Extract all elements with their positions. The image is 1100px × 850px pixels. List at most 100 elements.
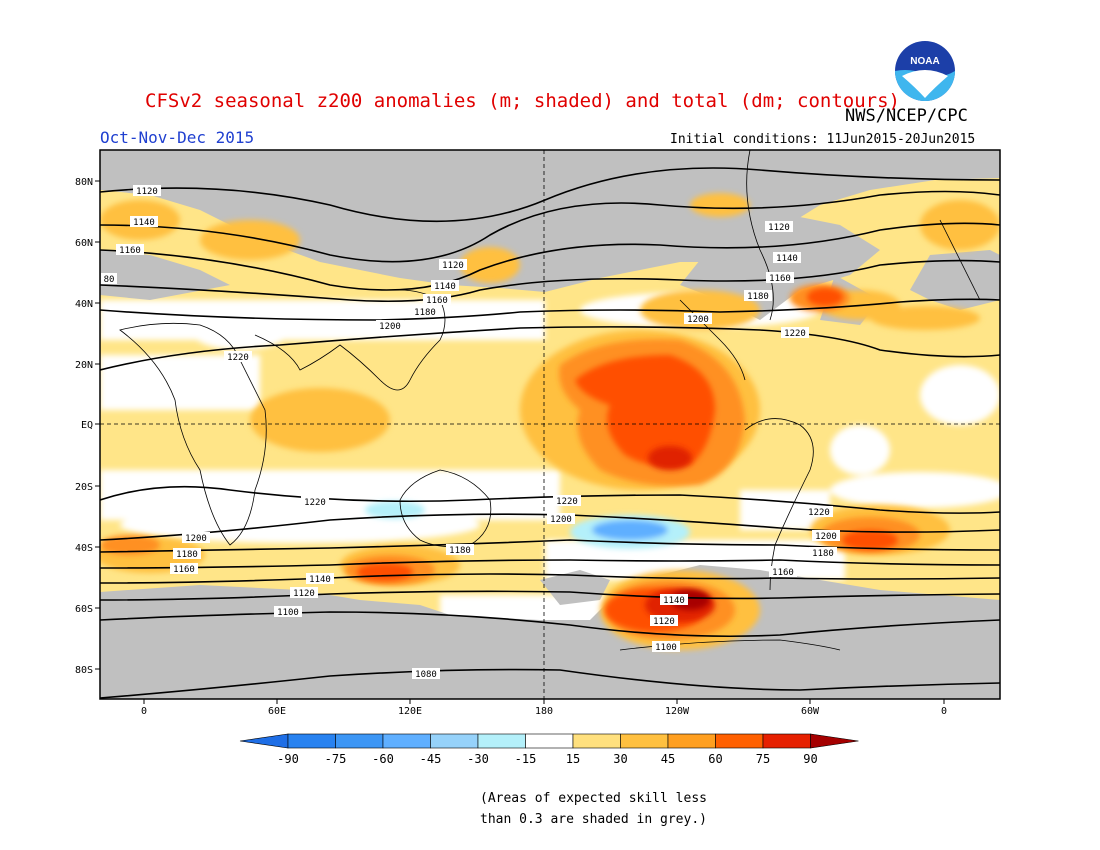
contour-label: 1160: [170, 563, 198, 575]
contour-label: 1220: [781, 327, 809, 339]
contour-label: 1220: [805, 506, 833, 518]
chart-title: CFSv2 seasonal z200 anomalies (m; shaded…: [145, 90, 900, 112]
contour-label: 1180: [411, 306, 439, 318]
svg-text:1100: 1100: [655, 643, 677, 653]
skill-note-line1: (Areas of expected skill less: [480, 791, 707, 806]
colorbar: -90 -75 -60 -45 -30 -15 15 30 45 60 75 90: [239, 733, 859, 766]
contour-label: 1180: [744, 290, 772, 302]
logo-gull: [902, 70, 948, 98]
lat-label: 40S: [75, 543, 93, 554]
contour-label: 1140: [306, 573, 334, 585]
svg-text:1200: 1200: [550, 515, 572, 525]
colorbar-tick-label: 45: [661, 752, 675, 766]
lat-label: EQ: [81, 420, 93, 431]
colorbar-tick-label: 60: [708, 752, 722, 766]
svg-text:1140: 1140: [776, 254, 798, 264]
lat-label: 60S: [75, 604, 93, 615]
colorbar-swatch: [477, 733, 526, 749]
svg-text:1200: 1200: [687, 315, 709, 325]
plot-area: 1120 1140 1160 1180 1200 1220 1220 1200 …: [100, 150, 1000, 699]
svg-text:1180: 1180: [449, 546, 471, 556]
svg-text:1180: 1180: [747, 292, 769, 302]
contour-label: 1180: [809, 547, 837, 559]
contour-label: 1100: [652, 641, 680, 653]
colorbar-tick-label: -75: [325, 752, 347, 766]
colorbar-swatch: [287, 733, 336, 749]
svg-text:1160: 1160: [173, 565, 195, 575]
contour-label: 1160: [766, 272, 794, 284]
contour-label-group: 1120 1140 1160 1180 1200 1220 1220 1200 …: [101, 185, 840, 680]
contour-label: 1160: [116, 244, 144, 256]
svg-text:1200: 1200: [815, 532, 837, 542]
contour-label: 80: [101, 273, 117, 285]
initial-conditions-label: Initial conditions: 11Jun2015-20Jun2015: [670, 132, 976, 147]
colorbar-swatch: [572, 733, 621, 749]
contour-label: 1120: [765, 221, 793, 233]
lon-label: 120W: [665, 706, 690, 717]
contour-label: 1140: [130, 216, 158, 228]
svg-text:1120: 1120: [136, 187, 158, 197]
contour-label: 1080: [412, 668, 440, 680]
contour-label: 1120: [439, 259, 467, 271]
svg-text:1220: 1220: [227, 353, 249, 363]
lat-label: 80N: [75, 177, 93, 188]
contour-label: 1160: [769, 566, 797, 578]
svg-text:1140: 1140: [133, 218, 155, 228]
svg-text:1120: 1120: [293, 589, 315, 599]
svg-text:1180: 1180: [176, 550, 198, 560]
contour-label: 1100: [274, 606, 302, 618]
longitude-labels: 0 60E 120E 180 120W 60W 0: [141, 706, 947, 717]
colorbar-tick-label: 75: [756, 752, 770, 766]
lat-label: 60N: [75, 238, 93, 249]
colorbar-tick-label: -60: [372, 752, 394, 766]
svg-text:1080: 1080: [415, 670, 437, 680]
svg-text:1220: 1220: [304, 498, 326, 508]
contour-label: 1140: [660, 594, 688, 606]
lon-label: 60W: [801, 706, 820, 717]
svg-text:1180: 1180: [414, 308, 436, 318]
lat-label: 20S: [75, 482, 93, 493]
colorbar-swatch: [430, 733, 479, 749]
colorbar-swatch: [762, 733, 811, 749]
colorbar-arrow-left: [239, 733, 289, 749]
contour-label: 1120: [290, 587, 318, 599]
svg-text:1120: 1120: [768, 223, 790, 233]
svg-text:1140: 1140: [663, 596, 685, 606]
logo-text: NOAA: [910, 56, 939, 67]
svg-text:1160: 1160: [772, 568, 794, 578]
colorbar-tick-label: -45: [420, 752, 442, 766]
contour-label: 1180: [446, 544, 474, 556]
contour-label: 1200: [376, 320, 404, 332]
svg-text:1120: 1120: [653, 617, 675, 627]
lon-label: 120E: [398, 706, 422, 717]
contour-label: 1200: [182, 532, 210, 544]
noaa-logo: NOAA: [895, 41, 955, 101]
contour-label: 1220: [553, 495, 581, 507]
organization-label: NWS/NCEP/CPC: [845, 106, 968, 126]
svg-text:1160: 1160: [769, 274, 791, 284]
contour-label: 1200: [547, 513, 575, 525]
colorbar-tick-label: -15: [515, 752, 537, 766]
colorbar-swatch: [525, 733, 574, 749]
contour-label: 1220: [301, 496, 329, 508]
forecast-period: Oct-Nov-Dec 2015: [100, 128, 255, 147]
colorbar-tick-label: 15: [566, 752, 580, 766]
svg-text:1140: 1140: [309, 575, 331, 585]
lat-label: 40N: [75, 299, 93, 310]
svg-text:1200: 1200: [379, 322, 401, 332]
lon-label: 0: [141, 706, 147, 717]
svg-text:1140: 1140: [434, 282, 456, 292]
lon-label: 0: [941, 706, 947, 717]
contour-label: 1140: [431, 280, 459, 292]
coastlines: [119, 150, 981, 651]
contour-label: 1200: [812, 530, 840, 542]
axis-ticks: [95, 180, 945, 704]
contour-label: 1160: [423, 294, 451, 306]
colorbar-arrow-right: [810, 733, 859, 749]
svg-text:1180: 1180: [812, 549, 834, 559]
lat-label: 20N: [75, 360, 93, 371]
svg-text:1120: 1120: [442, 261, 464, 271]
contour-label: 1180: [173, 548, 201, 560]
lon-label: 60E: [268, 706, 286, 717]
colorbar-swatch: [715, 733, 764, 749]
